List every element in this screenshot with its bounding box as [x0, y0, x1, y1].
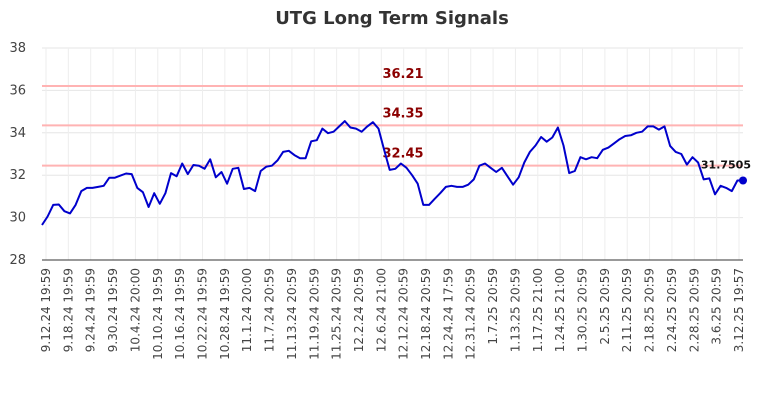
y-tick-label: 32 [9, 168, 26, 183]
x-tick-label: 10.16.24 19:59 [173, 268, 187, 360]
y-tick-label: 38 [9, 41, 26, 56]
x-tick-label: 2.11.25 20:59 [620, 268, 634, 352]
last-point-marker [739, 176, 747, 185]
x-tick-label: 1.13.25 20:59 [508, 268, 522, 352]
signal-level-label: 36.21 [382, 67, 423, 82]
y-tick-label: 36 [9, 83, 26, 98]
x-tick-label: 1.24.25 21:00 [553, 268, 567, 352]
x-tick-label: 12.12.24 20:59 [397, 268, 411, 360]
x-tick-label: 12.6.24 21:00 [374, 268, 388, 352]
x-tick-label: 2.24.25 20:59 [665, 268, 679, 352]
last-value-label: 31.7505 [701, 159, 751, 172]
signal-level-label: 32.45 [382, 147, 423, 162]
x-tick-label: 11.13.24 20:59 [285, 268, 299, 360]
price-line [41, 120, 743, 226]
x-tick-label: 9.30.24 19:59 [106, 268, 120, 352]
x-tick-label: 10.22.24 19:59 [195, 268, 209, 360]
x-tick-label: 3.6.25 20:59 [710, 268, 724, 345]
x-tick-label: 2.18.25 20:59 [643, 268, 657, 352]
x-tick-label: 10.4.24 20:00 [128, 268, 142, 352]
x-tick-label: 11.7.24 20:59 [263, 268, 277, 352]
y-tick-label: 30 [9, 211, 26, 226]
x-tick-label: 9.12.24 19:59 [39, 268, 53, 352]
x-tick-label: 1.30.25 20:59 [576, 268, 590, 352]
x-tick-label: 3.12.25 19:57 [732, 268, 746, 352]
x-tick-label: 12.2.24 20:59 [352, 268, 366, 352]
x-tick-label: 1.7.25 20:59 [486, 268, 500, 345]
y-tick-label: 34 [9, 126, 26, 141]
signal-level-label: 34.35 [382, 106, 423, 121]
x-tick-label: 9.18.24 19:59 [61, 268, 75, 352]
x-tick-label: 11.25.24 20:59 [330, 268, 344, 360]
chart-title: UTG Long Term Signals [275, 8, 509, 29]
x-tick-label: 1.17.25 21:00 [531, 268, 545, 352]
x-tick-label: 12.18.24 20:59 [419, 268, 433, 360]
x-tick-label: 2.5.25 20:59 [598, 268, 612, 345]
x-tick-label: 2.28.25 20:59 [687, 268, 701, 352]
x-tick-label: 12.31.24 20:59 [464, 268, 478, 360]
y-tick-label: 28 [9, 253, 26, 268]
x-tick-label: 10.10.24 19:59 [151, 268, 165, 360]
x-tick-label: 9.24.24 19:59 [84, 268, 98, 352]
x-tick-label: 12.24.24 17:59 [441, 268, 455, 360]
x-tick-label: 10.28.24 19:59 [218, 268, 232, 360]
x-tick-label: 11.19.24 20:59 [307, 268, 321, 360]
x-tick-label: 11.1.24 20:00 [240, 268, 254, 352]
